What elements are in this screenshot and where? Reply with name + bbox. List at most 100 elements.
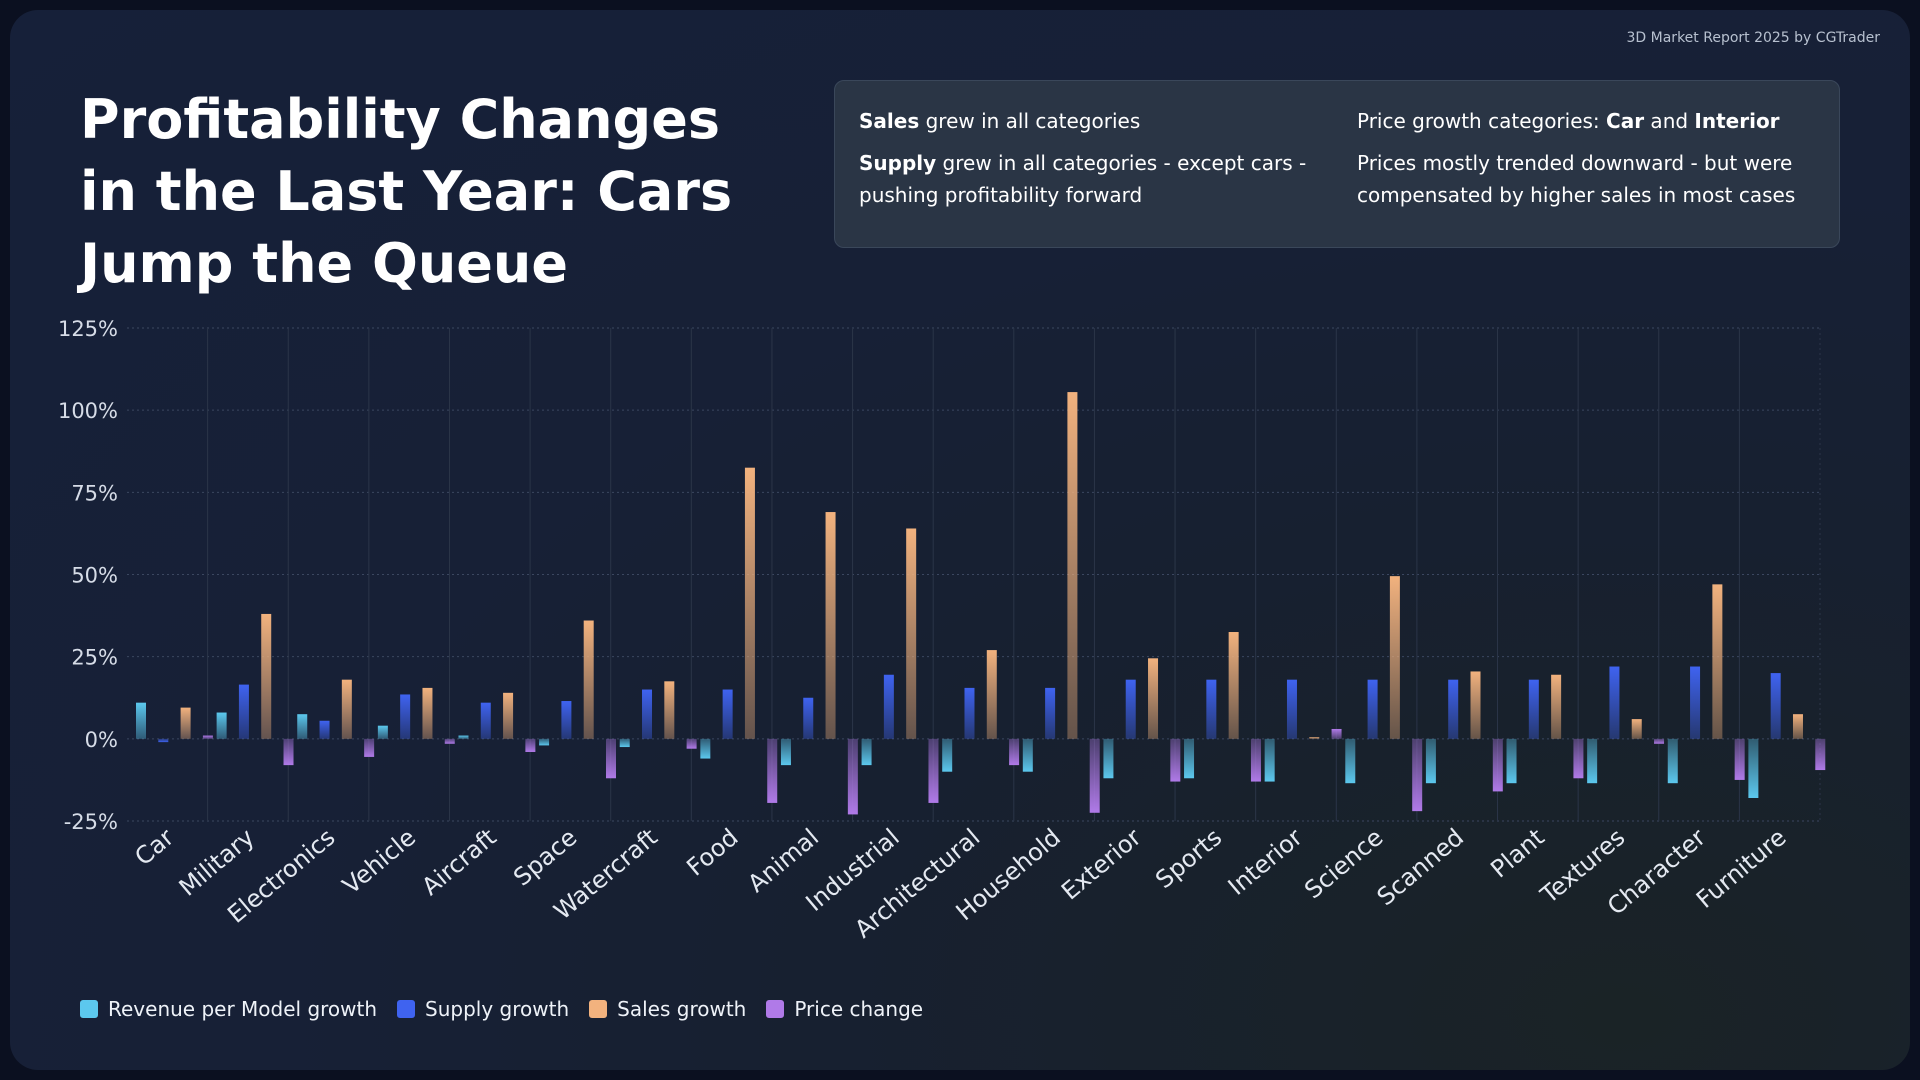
bar-industrial-sales-growth: [906, 528, 917, 739]
bar-watercraft-price-change: [686, 738, 697, 749]
bar-interior-sales-growth: [1309, 737, 1320, 739]
legend-item-sales-growth: Sales growth: [589, 997, 746, 1021]
legend-item-price-change: Price change: [766, 997, 923, 1021]
bar-watercraft-sales-growth: [664, 681, 675, 739]
bar-military-supply-growth: [238, 684, 249, 739]
bar-industrial-price-change: [928, 738, 939, 803]
bar-sports-supply-growth: [1206, 679, 1217, 739]
bar-space-sales-growth: [583, 620, 594, 739]
bar-animal-price-change: [847, 738, 858, 815]
bar-space-revenue-per-model-growth: [539, 738, 550, 746]
chart-axes: -25%0%25%50%75%100%125%CarMilitaryElectr…: [58, 317, 1792, 944]
legend-item-supply-growth: Supply growth: [397, 997, 569, 1021]
chart-bars: [136, 392, 1826, 815]
y-tick-label: 50%: [71, 564, 118, 588]
bar-household-revenue-per-model-growth: [1022, 738, 1033, 772]
bar-industrial-revenue-per-model-growth: [861, 738, 872, 766]
insights-panel: Sales grew in all categories Price growt…: [834, 80, 1840, 248]
bar-food-revenue-per-model-growth: [700, 738, 711, 759]
bar-aircraft-supply-growth: [480, 702, 491, 739]
bar-household-sales-growth: [1067, 392, 1078, 739]
bar-exterior-revenue-per-model-growth: [1103, 738, 1114, 779]
bar-plant-supply-growth: [1528, 679, 1539, 739]
bar-character-supply-growth: [1690, 666, 1701, 739]
bar-electronics-price-change: [364, 738, 375, 757]
bar-exterior-supply-growth: [1125, 679, 1136, 739]
bar-textures-sales-growth: [1631, 719, 1642, 739]
legend-label: Price change: [794, 997, 924, 1021]
bar-food-sales-growth: [744, 467, 755, 739]
bar-household-price-change: [1089, 738, 1100, 813]
bar-sports-revenue-per-model-growth: [1184, 738, 1195, 779]
bar-watercraft-revenue-per-model-growth: [619, 738, 630, 748]
y-tick-label: 125%: [58, 317, 118, 341]
bar-scanned-revenue-per-model-growth: [1425, 738, 1436, 784]
bar-plant-revenue-per-model-growth: [1506, 738, 1517, 784]
legend-label: Sales growth: [617, 997, 747, 1021]
bar-science-price-change: [1412, 738, 1423, 812]
bar-aircraft-revenue-per-model-growth: [458, 735, 469, 739]
bar-character-price-change: [1734, 738, 1745, 780]
bar-textures-revenue-per-model-growth: [1587, 738, 1598, 784]
bar-household-supply-growth: [1045, 687, 1056, 739]
chart-grid: [127, 327, 1821, 822]
bar-car-sales-growth: [180, 707, 191, 739]
x-tick-label-interior: Interior: [1223, 823, 1308, 901]
insight-sales: Sales grew in all categories: [859, 109, 1141, 133]
bar-industrial-supply-growth: [883, 674, 894, 739]
bar-car-price-change: [202, 735, 213, 739]
bar-scanned-sales-growth: [1470, 671, 1481, 739]
bar-electronics-supply-growth: [319, 720, 330, 739]
legend-label: Revenue per Model growth: [108, 997, 378, 1021]
y-tick-label: 100%: [58, 399, 118, 423]
x-tick-label-plant: Plant: [1485, 823, 1549, 883]
bar-furniture-supply-growth: [1770, 673, 1781, 739]
bar-electronics-revenue-per-model-growth: [297, 714, 308, 739]
bar-vehicle-price-change: [444, 738, 455, 744]
legend-swatch: [766, 1000, 785, 1018]
bar-textures-supply-growth: [1609, 666, 1620, 739]
bar-animal-revenue-per-model-growth: [780, 738, 791, 766]
bar-textures-price-change: [1654, 738, 1665, 744]
bar-exterior-price-change: [1170, 738, 1181, 782]
bar-vehicle-sales-growth: [422, 687, 433, 739]
bar-plant-price-change: [1573, 738, 1584, 779]
bar-food-supply-growth: [722, 689, 733, 739]
report-card: 3D Market Report 2025 by CGTrader Profit…: [10, 10, 1910, 1070]
insight-price-growth: Price growth categories: Car and Interio…: [1357, 109, 1780, 133]
bar-military-sales-growth: [261, 613, 272, 739]
bar-car-supply-growth: [158, 738, 169, 743]
bar-military-price-change: [283, 738, 294, 766]
insight-supply: Supply grew in all categories - except c…: [859, 151, 1307, 207]
bar-character-sales-growth: [1712, 584, 1723, 739]
bar-food-price-change: [767, 738, 778, 803]
bar-interior-price-change: [1331, 728, 1342, 739]
bar-architectural-price-change: [1009, 738, 1020, 766]
y-tick-label: 25%: [71, 646, 118, 670]
bar-scanned-supply-growth: [1448, 679, 1459, 739]
bar-car-revenue-per-model-growth: [136, 702, 146, 739]
bar-architectural-revenue-per-model-growth: [942, 738, 953, 772]
source-credit: 3D Market Report 2025 by CGTrader: [1626, 30, 1880, 46]
bar-science-revenue-per-model-growth: [1345, 738, 1356, 784]
bar-architectural-sales-growth: [986, 650, 997, 739]
bar-space-price-change: [605, 738, 616, 779]
bar-sports-price-change: [1250, 738, 1261, 782]
bar-sports-sales-growth: [1228, 632, 1239, 739]
bar-military-revenue-per-model-growth: [216, 712, 227, 739]
bar-architectural-supply-growth: [964, 687, 975, 739]
bar-space-supply-growth: [561, 701, 572, 739]
bar-interior-supply-growth: [1286, 679, 1297, 739]
y-tick-label: -25%: [64, 810, 118, 834]
bar-aircraft-sales-growth: [503, 692, 514, 739]
bar-chart: -25%0%25%50%75%100%125%CarMilitaryElectr…: [58, 317, 1826, 944]
bar-character-revenue-per-model-growth: [1667, 738, 1678, 784]
legend-swatch: [397, 1000, 416, 1018]
x-tick-label-exterior: Exterior: [1056, 823, 1147, 905]
bar-vehicle-supply-growth: [400, 694, 411, 739]
bar-science-sales-growth: [1389, 576, 1400, 739]
legend-swatch: [80, 1000, 98, 1018]
bar-plant-sales-growth: [1551, 674, 1562, 739]
x-tick-label-scanned: Scanned: [1372, 823, 1469, 911]
